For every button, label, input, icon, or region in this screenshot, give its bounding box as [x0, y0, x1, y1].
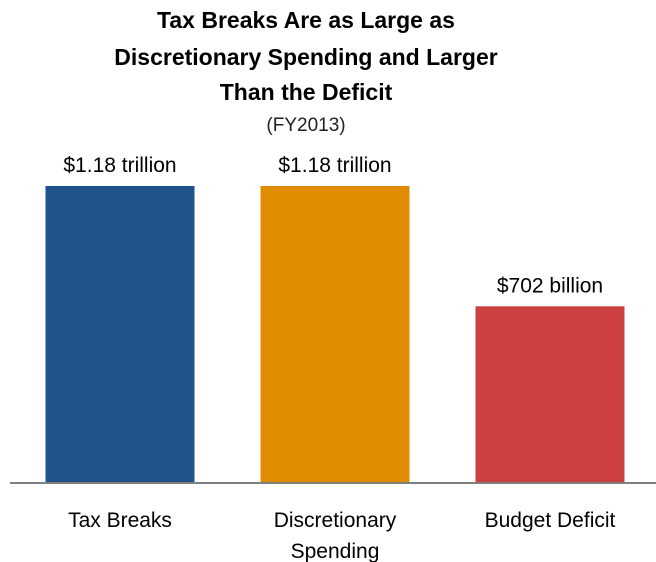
category-label-2-line-1: Discretionary [274, 509, 397, 532]
chart-title-line-3: Than the Deficit [220, 79, 393, 105]
bar-2 [260, 186, 410, 483]
chart-title-line-2: Discretionary Spending and Larger [114, 44, 497, 70]
category-label-3: Budget Deficit [485, 509, 616, 532]
data-label-2: $1.18 trillion [278, 154, 391, 177]
data-label-3: $702 billion [497, 274, 603, 297]
data-label-1: $1.18 trillion [63, 154, 176, 177]
chart-subtitle: (FY2013) [266, 115, 345, 136]
bars-group [45, 186, 625, 483]
category-labels-group: Tax Breaks Discretionary Spending Budget De… [68, 509, 615, 562]
bar-3 [475, 306, 625, 483]
data-labels-group: $1.18 trillion $1.18 trillion $702 billion [63, 154, 603, 297]
chart-title-line-1: Tax Breaks Are as Large as [157, 7, 455, 33]
category-label-2-line-2: Spending [291, 540, 380, 562]
bar-1 [45, 186, 195, 483]
category-label-1: Tax Breaks [68, 509, 172, 532]
